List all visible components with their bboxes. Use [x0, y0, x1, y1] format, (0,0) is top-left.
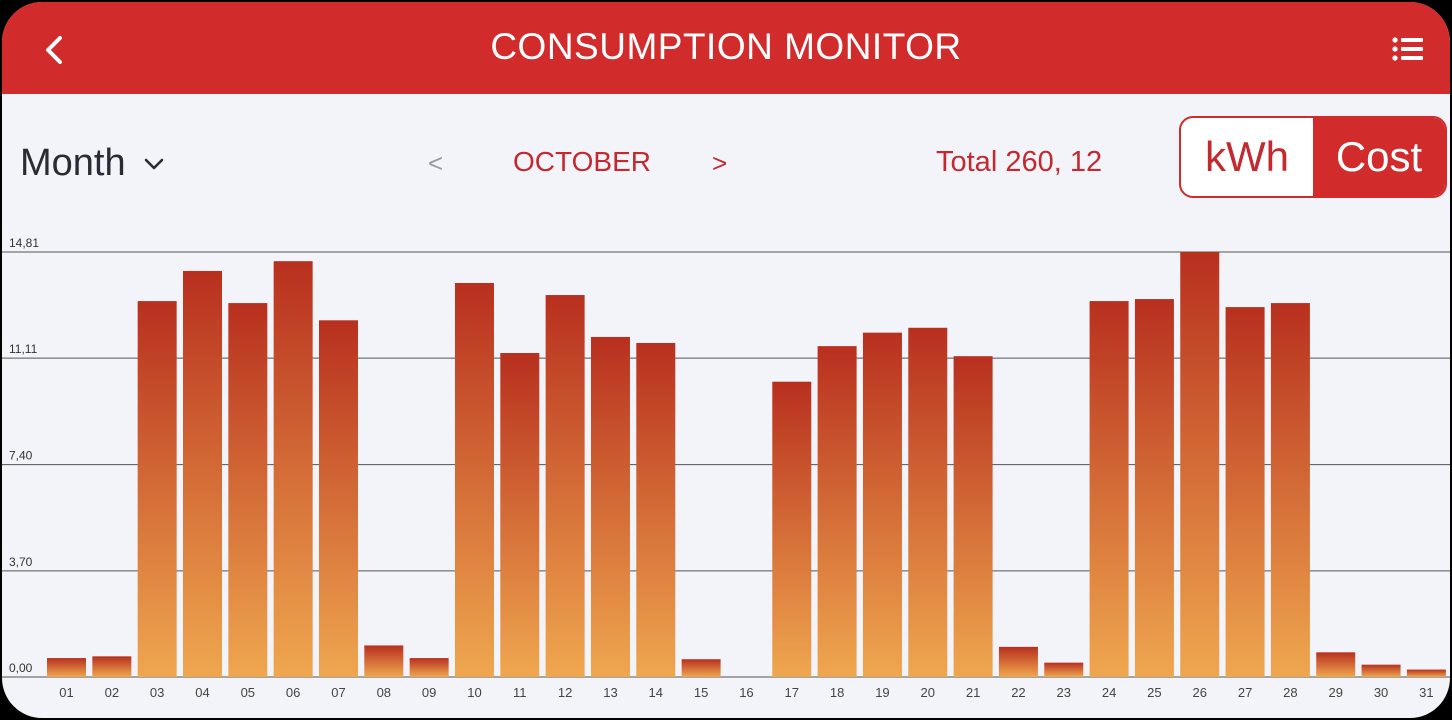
- kwh-toggle-button[interactable]: kWh: [1205, 133, 1289, 180]
- period-label: Month: [20, 142, 126, 184]
- bar-day-30[interactable]: [1361, 664, 1401, 677]
- next-month-button[interactable]: >: [712, 148, 728, 178]
- x-tick-label: 22: [1011, 685, 1025, 700]
- x-tick-label: 20: [921, 685, 935, 700]
- x-tick-label: 17: [785, 685, 799, 700]
- x-tick-label: 03: [150, 685, 164, 700]
- x-tick-label: 11: [513, 685, 527, 700]
- bar-day-23[interactable]: [1044, 662, 1084, 677]
- bar-day-10[interactable]: [454, 282, 494, 677]
- x-tick-label: 14: [649, 685, 663, 700]
- cost-toggle-button[interactable]: Cost: [1313, 118, 1445, 196]
- bar-day-11[interactable]: [500, 353, 540, 677]
- bar-day-27[interactable]: [1225, 307, 1265, 677]
- x-tick-label: 06: [286, 685, 300, 700]
- x-tick-label: 13: [603, 685, 617, 700]
- bar-day-07[interactable]: [318, 320, 358, 677]
- x-tick-label: 07: [331, 685, 345, 700]
- y-tick-label: 11,11: [9, 342, 38, 356]
- bar-day-28[interactable]: [1270, 303, 1310, 677]
- page-title: CONSUMPTION MONITOR: [490, 26, 962, 67]
- bar-day-08[interactable]: [364, 645, 404, 677]
- app-bar: CONSUMPTION MONITOR: [2, 2, 1450, 94]
- y-tick-label: 3,70: [9, 555, 33, 569]
- bar-day-24[interactable]: [1089, 301, 1129, 677]
- bar-day-19[interactable]: [862, 332, 902, 677]
- x-tick-label: 10: [467, 685, 481, 700]
- bar-day-22[interactable]: [998, 646, 1038, 677]
- bar-day-06[interactable]: [273, 261, 313, 677]
- y-tick-label: 0,00: [9, 661, 33, 675]
- bar-day-05[interactable]: [228, 303, 268, 677]
- y-tick-label: 14,81: [9, 237, 39, 250]
- bar-day-26[interactable]: [1180, 252, 1220, 677]
- x-tick-label: 25: [1147, 685, 1161, 700]
- x-tick-label: 02: [105, 685, 119, 700]
- x-tick-label: 04: [195, 685, 209, 700]
- x-tick-label: 12: [558, 685, 572, 700]
- bar-day-25[interactable]: [1134, 299, 1174, 677]
- previous-month-button[interactable]: <: [428, 148, 444, 178]
- x-tick-label: 16: [739, 685, 753, 700]
- bar-day-14[interactable]: [636, 342, 676, 677]
- x-tick-label: 18: [830, 685, 844, 700]
- bar-day-15[interactable]: [681, 659, 721, 677]
- bar-day-31[interactable]: [1406, 669, 1446, 677]
- x-tick-label: 09: [422, 685, 436, 700]
- x-tick-label: 23: [1057, 685, 1071, 700]
- y-tick-label: 7,40: [9, 449, 33, 463]
- bar-day-03[interactable]: [137, 301, 177, 677]
- x-tick-label: 31: [1419, 685, 1433, 700]
- bar-day-09[interactable]: [409, 658, 449, 677]
- x-tick-label: 05: [241, 685, 255, 700]
- bar-day-21[interactable]: [953, 356, 993, 677]
- x-tick-label: 24: [1102, 685, 1116, 700]
- bar-day-04[interactable]: [182, 270, 222, 677]
- bar-day-13[interactable]: [590, 336, 630, 677]
- total-label: Total 260, 12: [936, 146, 1103, 178]
- bar-day-17[interactable]: [772, 381, 812, 677]
- bar-day-01[interactable]: [47, 658, 86, 677]
- daily-consumption-chart: 0,00 3,70 7,40 11,11 14,81 01 02 03 04 05 06 07 08 09…: [2, 237, 1450, 700]
- period-selector[interactable]: Month: [20, 142, 164, 185]
- unit-toggle: kWh Cost: [1179, 116, 1447, 198]
- x-tick-label: 08: [377, 685, 391, 700]
- list-icon[interactable]: [1392, 36, 1424, 62]
- x-tick-label: 28: [1283, 685, 1297, 700]
- x-tick-label: 29: [1329, 685, 1343, 700]
- bar-day-12[interactable]: [545, 295, 585, 677]
- bar-day-29[interactable]: [1316, 652, 1356, 677]
- x-tick-label: 26: [1193, 685, 1207, 700]
- x-tick-label: 30: [1374, 685, 1388, 700]
- x-tick-label: 15: [694, 685, 708, 700]
- x-tick-label: 01: [59, 685, 73, 700]
- x-tick-label: 27: [1238, 685, 1252, 700]
- chevron-left-icon[interactable]: [36, 30, 76, 70]
- month-label: OCTOBER: [513, 146, 651, 177]
- bar-day-18[interactable]: [817, 346, 857, 677]
- chevron-down-icon: [144, 158, 163, 169]
- bar-day-02[interactable]: [92, 656, 132, 677]
- x-tick-label: 21: [966, 685, 980, 700]
- bar-day-20[interactable]: [908, 327, 948, 677]
- x-tick-label: 19: [875, 685, 889, 700]
